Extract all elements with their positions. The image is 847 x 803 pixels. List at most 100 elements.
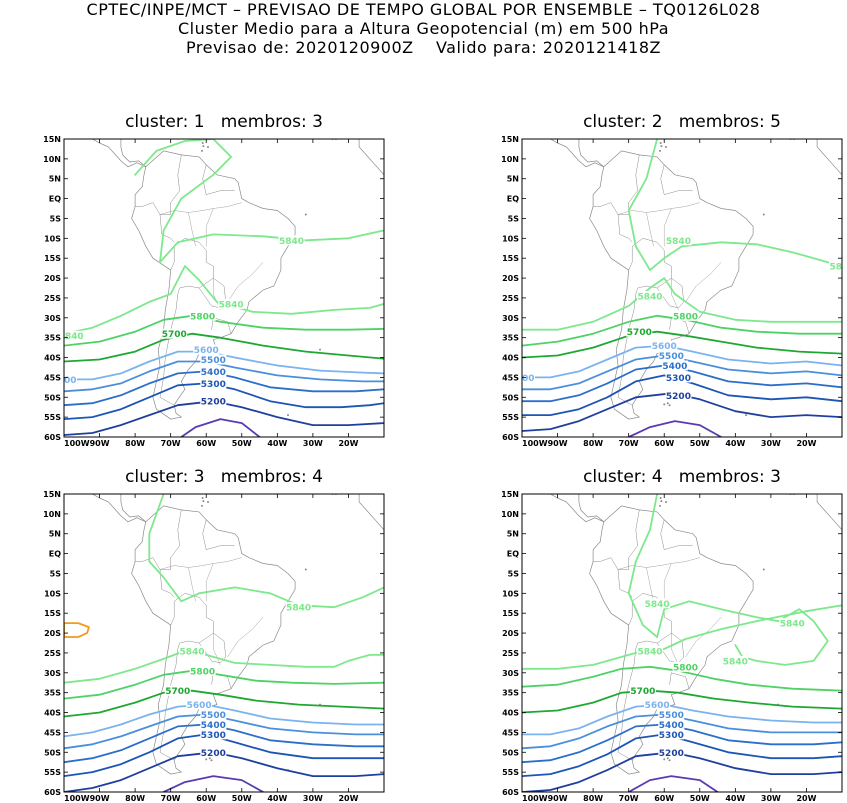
y-tick-label: 10S (502, 234, 519, 243)
river (685, 262, 722, 303)
y-tick-label: 55S (44, 413, 61, 422)
contour-label-5200: 5200 (666, 392, 691, 402)
y-tick-label: 15N (501, 135, 519, 144)
contour-label-5840: 5840 (637, 647, 662, 657)
contour-5100 (627, 420, 722, 437)
contour-label-5600: 5600 (645, 701, 670, 711)
contour-label-5300: 5300 (659, 731, 684, 741)
island (200, 136, 202, 138)
x-tick-label: 90W (90, 439, 110, 448)
x-tick-label: 100W (64, 794, 90, 803)
y-tick-label: 35S (44, 689, 61, 698)
island (660, 145, 663, 148)
plot-area: 5840584058405800570056005600550054005300… (509, 139, 847, 437)
y-tick-label: 35S (502, 689, 519, 698)
x-tick-label: 80W (125, 439, 145, 448)
y-tick-label: 60S (44, 433, 61, 442)
contour-label-5700: 5700 (162, 330, 187, 340)
y-tick-label: 10N (43, 510, 61, 519)
plot-frame (63, 138, 385, 438)
y-tick-label: 5S (50, 214, 62, 223)
panel-title: cluster: 3 membros: 4 (125, 467, 323, 487)
island (319, 348, 321, 351)
contour-5800 (522, 665, 842, 692)
contour-label-bg (522, 372, 535, 383)
central-america-coastline (578, 494, 605, 523)
contour-label-bg (285, 602, 312, 613)
panel-title: cluster: 4 membros: 3 (583, 467, 781, 487)
island (202, 500, 205, 503)
country-border (202, 519, 235, 550)
contour-label-bg (629, 685, 656, 696)
contour-label-bg (200, 719, 227, 730)
y-tick-label: 20S (502, 629, 519, 638)
x-tick-label: 100W (64, 439, 90, 448)
island (660, 500, 663, 503)
y-tick-label: 50S (502, 393, 519, 402)
country-border (656, 632, 685, 664)
x-tick-label: 40W (725, 439, 745, 448)
contour-label-5300: 5300 (201, 380, 226, 390)
x-tick-label: 90W (548, 439, 568, 448)
y-tick-label: 10S (502, 589, 519, 598)
y-tick-label: 50S (502, 748, 519, 757)
contour-label-bg (161, 328, 188, 339)
x-tick-label: 100W (522, 794, 548, 803)
basemap (549, 139, 842, 420)
contour-label-bg (722, 655, 749, 666)
y-tick-label: 20S (44, 274, 61, 283)
island (658, 504, 661, 507)
river (664, 563, 672, 602)
island (663, 758, 666, 761)
x-tick-label: 60W (654, 439, 674, 448)
y-tick-label: 30S (44, 669, 61, 678)
x-tick-label: 20W (338, 439, 358, 448)
y-tick-label: 10S (44, 589, 61, 598)
x-tick-label: 70W (161, 439, 181, 448)
island (201, 141, 204, 144)
country-border (660, 164, 693, 195)
y-tick-label: 25S (502, 649, 519, 658)
central-america-coastline (91, 494, 146, 523)
river (671, 633, 679, 665)
central-america-coastline (120, 494, 147, 523)
y-tick-label: EQ (507, 195, 519, 204)
river (685, 617, 722, 658)
y-tick-label: 60S (502, 788, 519, 797)
y-tick-label: 25S (502, 294, 519, 303)
contour-label-5840: 5840 (286, 604, 311, 614)
y-tick-label: 5N (507, 530, 519, 539)
contour-label-bg (218, 298, 245, 309)
island (668, 759, 671, 762)
contour-label-bg (64, 330, 85, 341)
y-tick-label: 5S (508, 214, 520, 223)
y-tick-label: 45S (502, 373, 519, 382)
contour-label-5840: 5840 (723, 657, 748, 667)
y-tick-label: 5S (508, 569, 520, 578)
y-tick-label: 5S (50, 569, 62, 578)
x-tick-label: 40W (267, 794, 287, 803)
contour-label-bg (193, 344, 220, 355)
contour-label-5840: 5840 (829, 263, 847, 273)
river (206, 208, 214, 247)
contour-5800 (522, 314, 842, 347)
country-border (160, 509, 182, 570)
y-tick-label: 55S (44, 768, 61, 777)
contour-label-5840: 5840 (219, 300, 244, 310)
y-tick-label: 30S (502, 314, 519, 323)
contour-label-5840: 5840 (666, 237, 691, 247)
contour-5700 (522, 330, 842, 359)
island (668, 404, 671, 407)
x-tick-label: 70W (619, 794, 639, 803)
contour-label-5800: 5800 (673, 312, 698, 322)
contour-label-5600: 5600 (509, 374, 534, 384)
y-tick-label: 45S (502, 728, 519, 737)
contour-label-bg (200, 729, 227, 740)
contour-label-5400: 5400 (201, 368, 226, 378)
header-subtitle: Cluster Medio para a Altura Geopotencial… (177, 19, 670, 38)
river (646, 212, 654, 247)
africa-coastline (358, 139, 384, 176)
y-tick-label: EQ (49, 550, 61, 559)
contour-label-5800: 5800 (190, 312, 215, 322)
x-tick-label: 50W (690, 794, 710, 803)
